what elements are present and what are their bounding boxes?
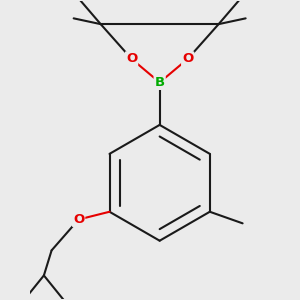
Text: O: O [73,213,84,226]
Text: B: B [154,76,165,89]
Text: O: O [126,52,137,65]
Text: O: O [182,52,194,65]
